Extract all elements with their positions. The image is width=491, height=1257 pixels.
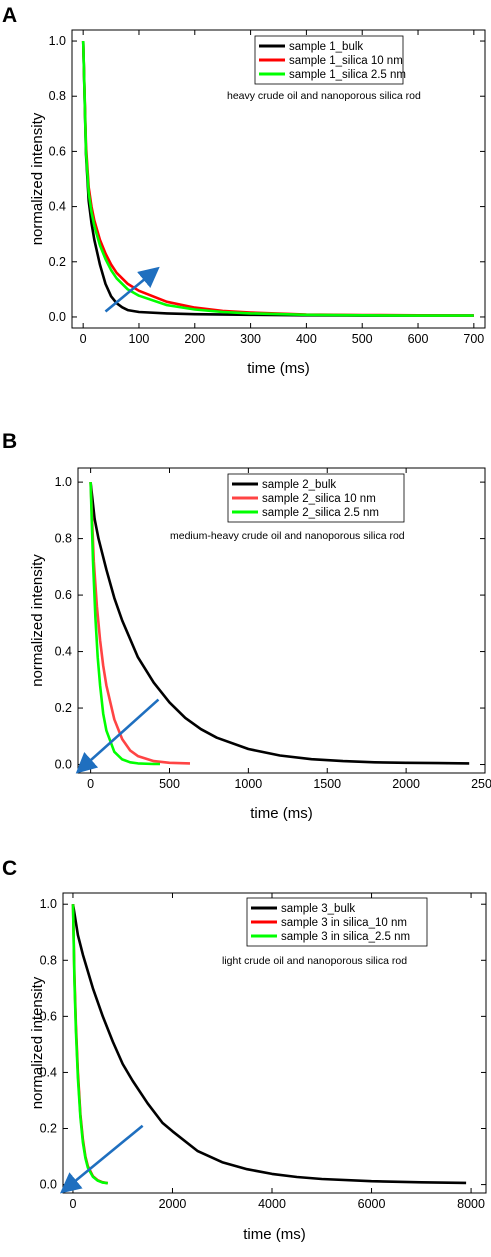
- plot-frame: [62, 892, 487, 1194]
- y-tick-label: 1.0: [40, 897, 57, 911]
- series-line-1: [89, 481, 470, 765]
- y-tick-label: 0.2: [40, 1122, 57, 1136]
- x-tick-label: 6000: [358, 1197, 386, 1211]
- x-tick-label: 600: [408, 332, 429, 346]
- x-tick-label: 100: [129, 332, 150, 346]
- legend-label: sample 3 in silica_2.5 nm: [281, 931, 410, 943]
- legend-label: sample 2_bulk: [262, 479, 336, 491]
- x-tick-label: 500: [352, 332, 373, 346]
- trend-arrow: [104, 266, 160, 313]
- y-tick-label: 0.0: [40, 1178, 57, 1192]
- series-line-3: [81, 40, 474, 317]
- panel-annotation: heavy crude oil and nanoporous silica ro…: [227, 90, 421, 102]
- y-tick-label: 0.4: [40, 1065, 57, 1079]
- plot-frame: [71, 29, 486, 329]
- series-line-1: [71, 903, 467, 1185]
- y-tick-label: 0.4: [55, 645, 72, 659]
- x-tick-label: 0: [87, 777, 94, 791]
- panel-letter: C: [2, 857, 17, 880]
- series-line-2: [89, 482, 191, 765]
- legend-label: sample 1_silica 10 nm: [289, 55, 403, 67]
- x-tick-label: 300: [240, 332, 261, 346]
- series-line-3: [89, 482, 160, 766]
- legend-label: sample 1_silica 2.5 nm: [289, 69, 406, 81]
- x-tick-label: 4000: [258, 1197, 286, 1211]
- trend-arrow: [75, 698, 160, 774]
- legend-label: sample 3 in silica_10 nm: [281, 917, 407, 929]
- x-tick-label: 1500: [313, 777, 341, 791]
- y-tick-label: 0.2: [49, 255, 66, 269]
- y-tick-label: 0.6: [55, 588, 72, 602]
- legend-label: sample 2_silica 10 nm: [262, 493, 376, 505]
- x-axis-title: time (ms): [243, 1226, 306, 1243]
- y-axis-title: normalized intensity: [29, 554, 46, 687]
- legend-box: [227, 473, 405, 523]
- x-axis-title: time (ms): [247, 360, 310, 377]
- panel-annotation: light crude oil and nanoporous silica ro…: [222, 955, 407, 967]
- y-tick-label: 0.0: [55, 758, 72, 772]
- y-axis-title: normalized intensity: [29, 112, 46, 245]
- trend-arrow: [59, 1124, 144, 1194]
- x-tick-label: 8000: [457, 1197, 485, 1211]
- x-tick-label: 700: [463, 332, 484, 346]
- y-tick-label: 0.4: [49, 200, 66, 214]
- y-tick-label: 0.8: [40, 953, 57, 967]
- legend-label: sample 2_silica 2.5 nm: [262, 507, 379, 519]
- series-line-2: [71, 904, 109, 1185]
- panel-letter: B: [2, 430, 17, 453]
- x-axis-title: time (ms): [250, 805, 313, 822]
- y-tick-label: 0.6: [49, 144, 66, 158]
- plot-frame: [77, 467, 486, 774]
- panel-annotation: medium-heavy crude oil and nanoporous si…: [170, 530, 405, 542]
- y-tick-label: 0.0: [49, 310, 66, 324]
- panel-c: C 0 2000 4000 6000 8000 0.0 0.2 0.4 0.6 0.8 1.0 time…: [2, 857, 487, 1243]
- y-axis-title: normalized intensity: [29, 976, 46, 1109]
- x-tick-label: 400: [296, 332, 317, 346]
- x-tick-label: 500: [159, 777, 180, 791]
- y-tick-label: 0.8: [49, 89, 66, 103]
- legend-label: sample 3_bulk: [281, 903, 355, 915]
- x-tick-label: 2000: [392, 777, 420, 791]
- x-tick-label: 200: [184, 332, 205, 346]
- legend-label: sample 1_bulk: [289, 41, 363, 53]
- y-tick-label: 1.0: [55, 475, 72, 489]
- x-tick-label: 0: [69, 1197, 76, 1211]
- y-tick-label: 0.2: [55, 701, 72, 715]
- series-line-3: [71, 904, 108, 1185]
- x-tick-label: 1000: [234, 777, 262, 791]
- x-tick-label: 0: [80, 332, 87, 346]
- panel-a: A 0 100 200 300 400 500 600 700 0.0 0.2 0.4 0.6 0.8 1.…: [2, 4, 486, 377]
- y-tick-label: 1.0: [49, 34, 66, 48]
- x-tick-label: 2000: [159, 1197, 187, 1211]
- y-tick-label: 0.6: [40, 1009, 57, 1023]
- y-tick-label: 0.8: [55, 532, 72, 546]
- panel-letter: A: [2, 4, 17, 27]
